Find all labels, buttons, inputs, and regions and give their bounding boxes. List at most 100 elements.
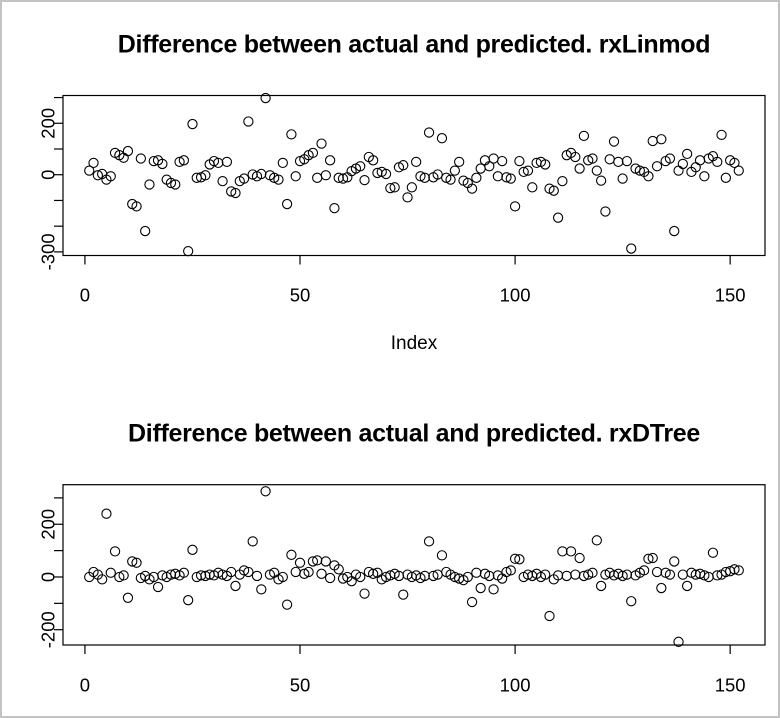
data-point (587, 153, 598, 164)
data-point (548, 185, 559, 196)
data-point (423, 536, 435, 547)
data-point (613, 156, 624, 168)
data-point (540, 569, 551, 580)
data-point (527, 182, 538, 193)
data-point (221, 156, 233, 168)
data-point (174, 156, 185, 168)
data-point (380, 168, 392, 180)
data-point (570, 151, 581, 163)
plot2-title: Difference between actual and predicted.… (128, 419, 700, 448)
data-point (617, 173, 628, 184)
data-point (281, 599, 293, 610)
data-point (290, 566, 301, 578)
data-point (505, 173, 516, 184)
data-point (243, 566, 254, 578)
data-point (359, 174, 370, 186)
data-point (432, 169, 443, 180)
data-point (333, 172, 344, 183)
data-point (664, 569, 676, 580)
data-point (634, 165, 645, 176)
data-point (247, 536, 258, 547)
data-point (277, 157, 288, 169)
data-point (681, 148, 693, 160)
data-point (294, 557, 306, 568)
data-point (643, 553, 654, 564)
data-point (105, 171, 116, 182)
data-point (307, 556, 319, 567)
data-point (462, 571, 473, 583)
data-point (561, 570, 572, 582)
plot1-title: Difference between actual and predicted.… (117, 30, 711, 59)
plot-box (62, 484, 766, 646)
data-point (638, 565, 650, 576)
data-point (557, 546, 568, 557)
data-point (509, 201, 521, 212)
data-point (677, 569, 688, 580)
data-point (256, 584, 267, 595)
data-point (578, 130, 590, 142)
data-point (281, 198, 293, 210)
data-point (84, 165, 95, 176)
data-point (595, 175, 607, 186)
data-point (514, 554, 525, 565)
data-point (140, 225, 151, 237)
data-point (522, 165, 534, 176)
data-point (238, 565, 250, 576)
data-point (643, 171, 654, 182)
data-point (411, 156, 422, 168)
data-point (729, 157, 740, 169)
data-point (651, 566, 663, 578)
data-point (312, 172, 323, 183)
data-point (544, 610, 555, 622)
data-point (286, 129, 297, 140)
data-point (200, 170, 211, 181)
data-point (733, 565, 744, 576)
data-point (200, 570, 211, 582)
data-point (419, 570, 430, 582)
data-point (88, 157, 99, 169)
data-point (664, 153, 676, 164)
data-point (712, 156, 723, 168)
data-point (484, 161, 495, 172)
data-point (651, 161, 663, 172)
data-point (367, 568, 379, 579)
data-point (471, 172, 482, 183)
data-point (355, 161, 366, 172)
data-point (574, 552, 585, 564)
y-tick-label: 0 (38, 170, 59, 180)
data-point (402, 192, 413, 203)
data-point (329, 203, 340, 214)
x-tick-label: 150 (715, 285, 746, 306)
data-point (522, 569, 534, 580)
data-point (608, 570, 620, 581)
data-point (428, 570, 439, 582)
data-point (367, 155, 379, 166)
data-point (238, 173, 250, 184)
data-point (681, 580, 693, 592)
data-point (445, 174, 456, 185)
data-point (131, 557, 142, 568)
data-point (226, 186, 237, 197)
data-point (591, 165, 602, 176)
data-point (587, 567, 598, 578)
data-point (471, 567, 482, 578)
data-point (389, 182, 400, 193)
data-point (656, 582, 667, 594)
data-point (720, 172, 732, 183)
data-point (337, 173, 349, 184)
data-point (729, 564, 740, 575)
data-point (127, 556, 138, 567)
data-point (436, 133, 448, 144)
x-tick-label: 100 (500, 675, 531, 696)
data-point (707, 547, 719, 558)
data-point (509, 553, 521, 564)
data-point (454, 156, 465, 168)
data-point (359, 588, 370, 599)
data-point (157, 570, 168, 581)
data-point (626, 596, 637, 607)
data-point (178, 155, 190, 166)
data-point (647, 135, 658, 147)
data-point (591, 535, 602, 546)
